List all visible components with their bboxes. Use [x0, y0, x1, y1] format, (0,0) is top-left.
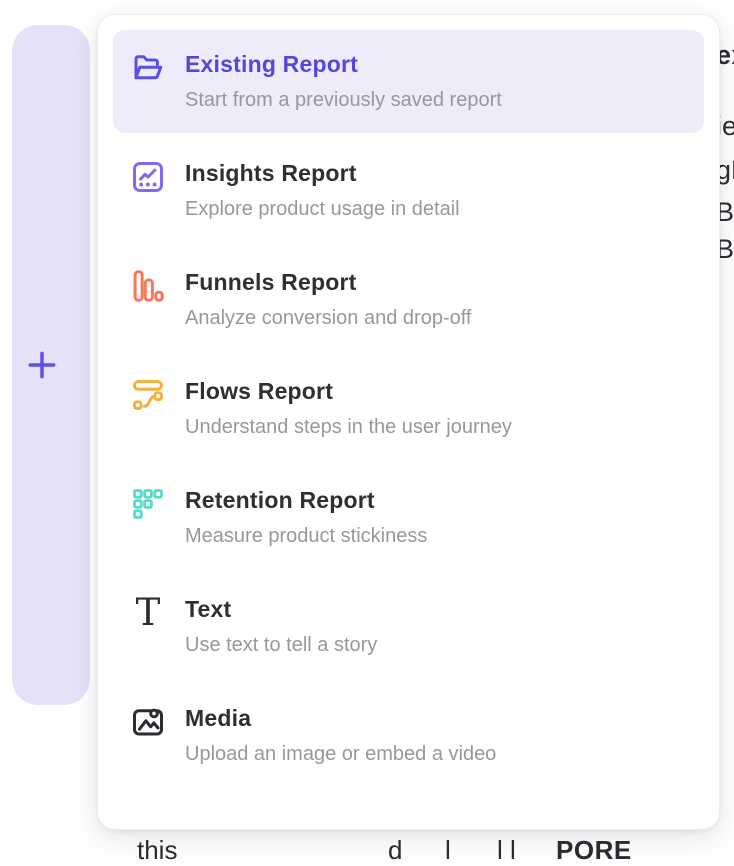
plus-icon — [23, 346, 61, 384]
menu-item-retention-report[interactable]: Retention Report Measure product stickin… — [113, 466, 704, 569]
flow-icon — [129, 376, 167, 414]
add-content-menu: Existing Report Start from a previously … — [97, 14, 720, 830]
menu-item-title: Insights Report — [185, 160, 357, 186]
menu-item-existing-report[interactable]: Existing Report Start from a previously … — [113, 30, 704, 133]
menu-item-title: Funnels Report — [185, 269, 357, 295]
background-text-fragment: gB — [716, 155, 734, 185]
menu-item-title: Flows Report — [185, 378, 334, 404]
menu-item-title: Text — [185, 596, 232, 622]
background-text-fragment: B — [716, 234, 734, 264]
background-text-fragment: d — [388, 835, 403, 865]
menu-item-title: Existing Report — [185, 51, 358, 77]
background-text-fragment: this — [137, 835, 178, 865]
menu-item-description: Upload an image or embed a video — [185, 743, 497, 765]
menu-item-description: Understand steps in the user journey — [185, 416, 512, 438]
text-icon: T — [135, 591, 161, 634]
background-text-fragment: ie — [716, 111, 734, 141]
menu-item-description: Analyze conversion and drop-off — [185, 307, 472, 329]
menu-item-title: Media — [185, 705, 252, 731]
add-section-rail[interactable] — [12, 25, 90, 705]
background-text-fragment: ex — [716, 40, 734, 70]
folder-open-icon — [129, 49, 167, 87]
background-text-fragment: B — [716, 197, 734, 227]
background-text-fragment: l l — [497, 835, 516, 865]
background-text-fragment: PORE — [556, 835, 632, 865]
menu-item-description: Use text to tell a story — [185, 634, 378, 656]
menu-item-description: Explore product usage in detail — [185, 198, 460, 220]
menu-item-title: Retention Report — [185, 487, 375, 513]
background-text-fragment: l — [445, 835, 451, 865]
menu-item-description: Start from a previously saved report — [185, 89, 502, 111]
retention-grid-icon — [129, 485, 167, 523]
menu-item-text[interactable]: T Text Use text to tell a story — [113, 575, 704, 678]
line-chart-icon — [129, 158, 167, 196]
funnel-bars-icon — [129, 267, 167, 305]
media-icon — [129, 703, 167, 741]
menu-item-flows-report[interactable]: Flows Report Understand steps in the use… — [113, 357, 704, 460]
menu-item-media[interactable]: Media Upload an image or embed a video — [113, 684, 704, 787]
menu-item-funnels-report[interactable]: Funnels Report Analyze conversion and dr… — [113, 248, 704, 351]
occluded-board-text-bottom: this d l l l PORE — [0, 835, 734, 865]
menu-item-description: Measure product stickiness — [185, 525, 428, 547]
menu-item-insights-report[interactable]: Insights Report Explore product usage in… — [113, 139, 704, 242]
